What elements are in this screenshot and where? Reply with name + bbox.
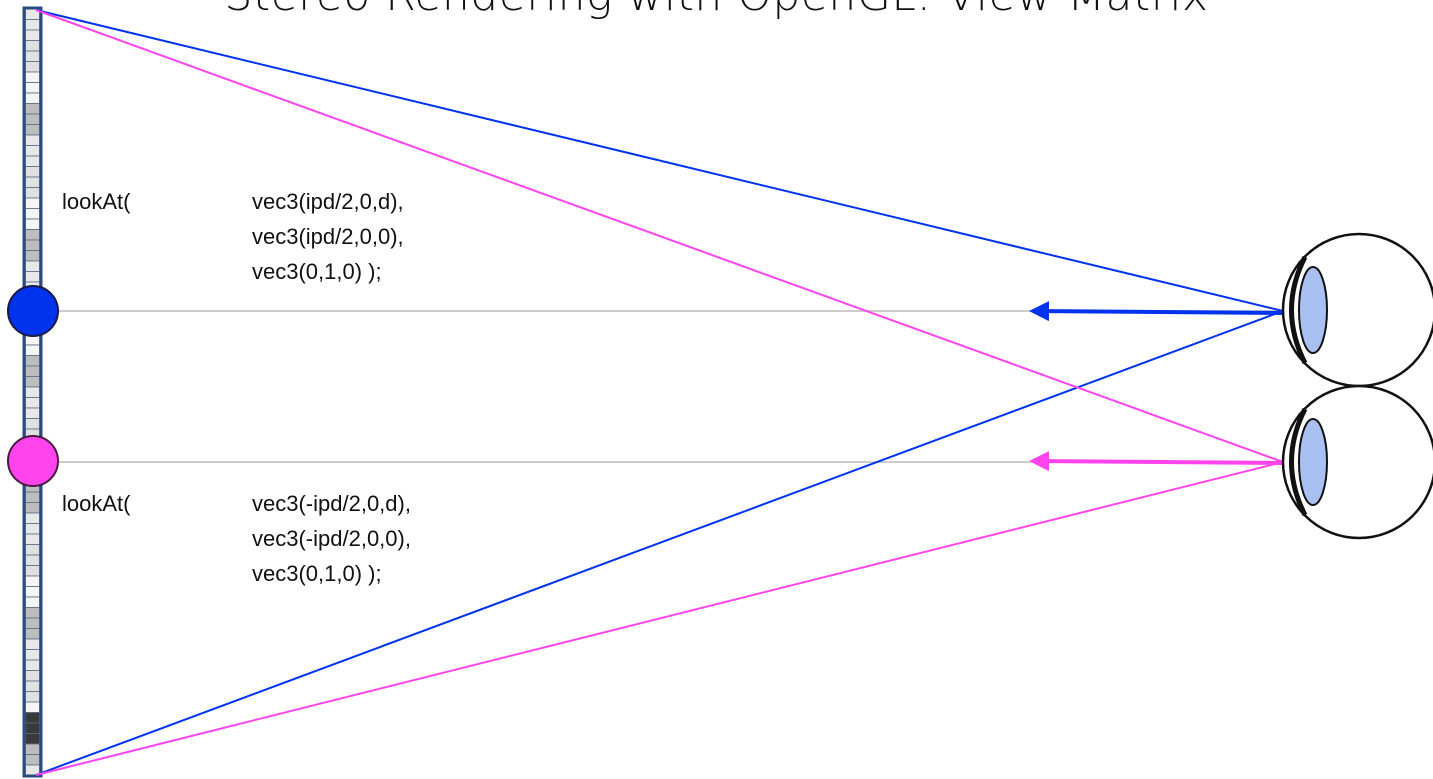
- pixel-cell: [25, 40, 40, 52]
- pixel-cell: [25, 239, 40, 251]
- pixel-cell: [25, 113, 40, 125]
- pixel-cell: [25, 554, 40, 566]
- pixel-cell: [25, 649, 40, 661]
- pixel-cell: [25, 29, 40, 41]
- pixel-cell: [25, 344, 40, 356]
- left-eye-frustum-bottom: [35, 461, 1284, 776]
- pixel-cell: [25, 124, 40, 136]
- image-plane-strip: [25, 8, 40, 776]
- pixel-cell: [25, 722, 40, 734]
- pixel-cell: [25, 176, 40, 188]
- left-eye-view-arrow: [1029, 451, 1284, 472]
- left-eye-frustum-top: [35, 9, 1284, 463]
- pixel-cell: [25, 575, 40, 587]
- pixel-cell: [25, 691, 40, 703]
- right-eye-view-arrow: [1029, 301, 1284, 322]
- pixel-cell: [25, 187, 40, 199]
- pixel-cell: [25, 397, 40, 409]
- eye-icon: [1281, 232, 1433, 388]
- pixel-cell: [25, 71, 40, 83]
- left-eye-lookat-arg: vec3(-ipd/2,0,0),: [252, 526, 411, 551]
- pixel-cell: [25, 680, 40, 692]
- left-eye-center-marker: [7, 435, 59, 487]
- pixel-cell: [25, 365, 40, 377]
- pixel-cell: [25, 355, 40, 367]
- pixel-cell: [25, 586, 40, 598]
- pixel-cell: [25, 544, 40, 556]
- pixel-cell: [25, 512, 40, 524]
- pixel-cell: [25, 596, 40, 608]
- right-eye-lookat-fn: lookAt(: [62, 189, 131, 214]
- pixel-cell: [25, 166, 40, 178]
- pixel-cell: [25, 376, 40, 388]
- pixel-cell: [25, 92, 40, 104]
- pixel-cell: [25, 50, 40, 62]
- pixel-cell: [25, 628, 40, 640]
- pixel-cell: [25, 565, 40, 577]
- pixel-cell: [25, 659, 40, 671]
- pixel-cell: [25, 638, 40, 650]
- pixel-cell: [25, 523, 40, 535]
- right-eye-lookat-arg: vec3(0,1,0) );: [252, 259, 382, 284]
- pixel-cell: [25, 743, 40, 755]
- pixel-cell: [25, 491, 40, 503]
- pixel-cell: [25, 712, 40, 724]
- pixel-cell: [25, 670, 40, 682]
- pixel-cell: [25, 386, 40, 398]
- pixel-cell: [25, 617, 40, 629]
- right-eye-frustum-bottom: [35, 310, 1284, 776]
- right-eye-lookat-arg: vec3(ipd/2,0,0),: [252, 224, 404, 249]
- pixel-cell: [25, 82, 40, 94]
- left-eye-lookat-fn: lookAt(: [62, 491, 131, 516]
- pixel-cell: [25, 197, 40, 209]
- left-eye-lookat-arg: vec3(0,1,0) );: [252, 561, 382, 586]
- pixel-cell: [25, 208, 40, 220]
- pixel-cell: [25, 418, 40, 430]
- pixel-cell: [25, 502, 40, 514]
- pixel-cell: [25, 250, 40, 262]
- right-eye-lookat-arg: vec3(ipd/2,0,d),: [252, 189, 404, 214]
- pixel-cell: [25, 407, 40, 419]
- pixel-cell: [25, 229, 40, 241]
- pixel-cell: [25, 218, 40, 230]
- left-eye-lookat-arg: vec3(-ipd/2,0,d),: [252, 491, 411, 516]
- pixel-cell: [25, 733, 40, 745]
- pixel-cell: [25, 754, 40, 766]
- pixel-cell: [25, 260, 40, 272]
- pixel-cell: [25, 145, 40, 157]
- pixel-cell: [25, 533, 40, 545]
- pixel-cell: [25, 103, 40, 115]
- pixel-cell: [25, 271, 40, 283]
- pixel-cell: [25, 19, 40, 31]
- pixel-cell: [25, 155, 40, 167]
- pixel-cell: [25, 61, 40, 73]
- image-plane-border: [22, 6, 43, 778]
- pixel-cell: [25, 607, 40, 619]
- diagram-title: Stereo Rendering with OpenGL: View Matri…: [0, 0, 1433, 21]
- pixel-cell: [25, 134, 40, 146]
- eye-icon: [1281, 384, 1433, 540]
- right-eye-frustum-top: [35, 9, 1284, 312]
- pixel-cell: [25, 701, 40, 713]
- right-eye-center-marker: [7, 285, 59, 337]
